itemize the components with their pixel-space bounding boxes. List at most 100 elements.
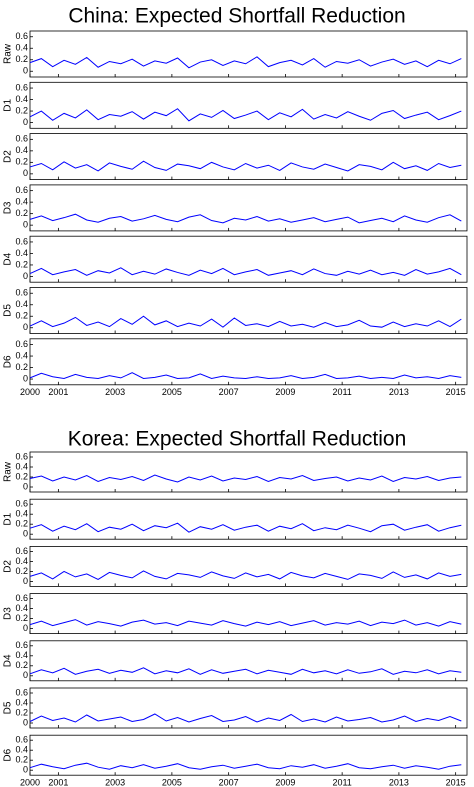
series-line — [29, 56, 462, 69]
panel-frame — [29, 640, 468, 682]
x-tick-label: 2009 — [275, 778, 295, 787]
panel-label: Raw — [3, 43, 14, 64]
y-tick-label: 0 — [23, 168, 28, 178]
y-tick-label: 0 — [23, 373, 28, 383]
panel-label: D2 — [3, 560, 14, 573]
panel-frame — [29, 498, 468, 540]
y-tick-label: 0.2 — [15, 54, 28, 64]
y-tick-label: 0.4 — [15, 145, 28, 155]
panel-frame — [29, 451, 468, 493]
y-tick-label: 0.2 — [15, 259, 28, 269]
panel-label: D1 — [3, 512, 14, 525]
series-line — [29, 570, 462, 580]
y-tick-label: 0.6 — [15, 236, 28, 246]
y-tick-label: 0.4 — [15, 745, 28, 755]
y-tick-label: 0.6 — [15, 735, 28, 745]
x-tick-label: 2001 — [48, 387, 68, 397]
x-tick-label: 2015 — [446, 387, 466, 397]
series-line — [29, 667, 462, 675]
panel-label: D3 — [3, 607, 14, 620]
y-tick-label: 0.2 — [15, 566, 28, 576]
panel-label: D1 — [3, 98, 14, 111]
y-tick-label: 0 — [23, 576, 28, 586]
panel-label: D6 — [3, 355, 14, 368]
panel-label: D5 — [3, 304, 14, 317]
y-tick-label: 0.2 — [15, 311, 28, 321]
y-tick-label: 0 — [23, 322, 28, 332]
panel-frame — [29, 30, 468, 78]
y-tick-label: 0 — [23, 717, 28, 727]
y-tick-label: 0.4 — [15, 248, 28, 258]
panel-label: D3 — [3, 201, 14, 214]
y-tick-label: 0 — [23, 670, 28, 680]
panel-frame — [29, 687, 468, 729]
panel-label: D5 — [3, 701, 14, 714]
panel-frame — [29, 734, 468, 776]
x-tick-label: 2011 — [332, 778, 351, 787]
y-tick-label: 0.6 — [15, 339, 28, 349]
series-line — [29, 474, 462, 483]
y-tick-label: 0.2 — [15, 660, 28, 670]
y-tick-label: 0.2 — [15, 157, 28, 167]
x-tick-label: 2013 — [389, 387, 409, 397]
x-tick-label: 2009 — [275, 387, 295, 397]
y-tick-label: 0.2 — [15, 613, 28, 623]
series-line — [29, 619, 462, 627]
x-tick-label: 2000 — [20, 387, 40, 397]
y-tick-label: 0 — [23, 765, 28, 775]
y-tick-label: 0.4 — [15, 509, 28, 519]
x-tick-label: 2015 — [446, 778, 466, 787]
panel-label: D6 — [3, 748, 14, 761]
y-tick-label: 0.6 — [15, 31, 28, 41]
panel-frame — [29, 338, 468, 386]
y-tick-label: 0 — [23, 271, 28, 281]
panel-label: D2 — [3, 150, 14, 163]
panel-frame — [29, 235, 468, 283]
y-tick-label: 0.6 — [15, 593, 28, 603]
y-tick-label: 0 — [23, 66, 28, 76]
y-tick-label: 0.4 — [15, 697, 28, 707]
x-tick-label: 2007 — [219, 778, 239, 787]
y-tick-label: 0.4 — [15, 299, 28, 309]
series-line — [29, 160, 462, 172]
y-tick-label: 0.2 — [15, 707, 28, 717]
y-tick-label: 0.6 — [15, 288, 28, 298]
panel-frame — [29, 184, 468, 232]
y-tick-label: 0 — [23, 623, 28, 633]
x-tick-label: 2005 — [162, 387, 182, 397]
x-tick-label: 2007 — [219, 387, 239, 397]
y-tick-label: 0.4 — [15, 650, 28, 660]
chart-title: China: Expected Shortfall Reduction — [68, 5, 405, 28]
panel-frame — [29, 287, 468, 334]
y-tick-label: 0.2 — [15, 519, 28, 529]
series-line — [29, 267, 462, 276]
panel-label: D4 — [3, 252, 14, 265]
series-line — [29, 713, 462, 723]
x-tick-label: 2000 — [20, 778, 40, 787]
y-tick-label: 0.4 — [15, 461, 28, 471]
series-line — [29, 762, 462, 770]
panel-frame — [29, 81, 468, 129]
panel-frame — [29, 593, 468, 634]
y-tick-label: 0.6 — [15, 185, 28, 195]
y-tick-label: 0.2 — [15, 362, 28, 372]
x-tick-label: 2011 — [332, 387, 351, 397]
x-tick-label: 2003 — [105, 778, 125, 787]
y-tick-label: 0.4 — [15, 43, 28, 53]
y-tick-label: 0.4 — [15, 350, 28, 360]
y-tick-label: 0 — [23, 481, 28, 491]
y-tick-label: 0.4 — [15, 556, 28, 566]
x-tick-label: 2013 — [389, 778, 409, 787]
y-tick-label: 0.2 — [15, 208, 28, 218]
y-tick-label: 0 — [23, 220, 28, 230]
y-tick-label: 0.6 — [15, 451, 28, 461]
y-tick-label: 0.6 — [15, 82, 28, 92]
series-line — [29, 372, 462, 379]
y-tick-label: 0.6 — [15, 687, 28, 697]
x-tick-label: 2001 — [48, 778, 68, 787]
y-tick-label: 0.2 — [15, 471, 28, 481]
series-line — [29, 213, 462, 224]
y-tick-label: 0.4 — [15, 197, 28, 207]
